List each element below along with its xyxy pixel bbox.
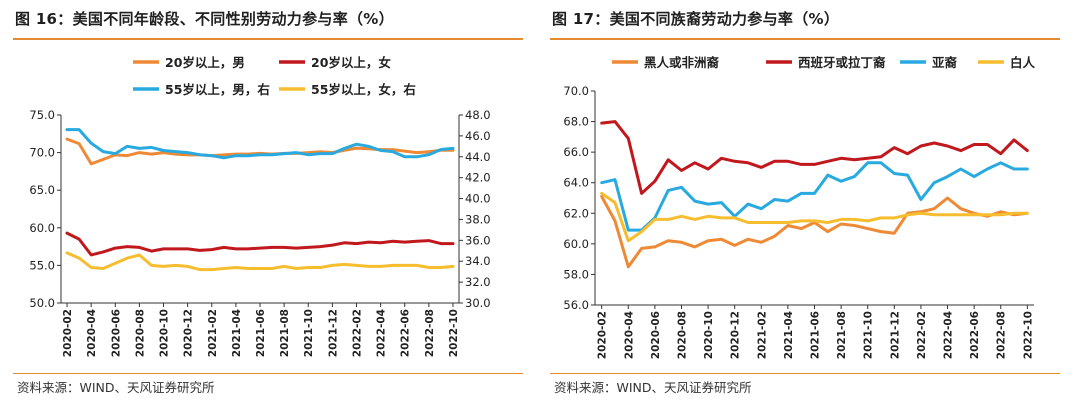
series-line-2 (600, 161, 1029, 232)
y-tick-label: 50.0 (29, 296, 55, 310)
y-tick-label: 70.0 (29, 146, 55, 160)
x-tick-label: 2021-06 (255, 309, 267, 357)
chart-title: 图 17：美国不同族裔劳动力参与率（%） (552, 10, 840, 28)
x-tick-label: 2022-10 (448, 309, 460, 357)
legend-label: 55岁以上，女，右 (311, 82, 416, 97)
x-tick-label: 2020-10 (159, 309, 171, 357)
x-tick-label: 2021-12 (889, 311, 901, 359)
y-tick-label: 60.0 (29, 221, 55, 235)
y2-tick-label: 32.0 (465, 275, 491, 289)
y-tick-label: 66.0 (563, 145, 589, 159)
x-tick-label: 2021-02 (207, 309, 219, 357)
y-tick-label: 60.0 (563, 237, 589, 251)
legend-label: 黑人或非洲裔 (644, 55, 720, 70)
series-line-3 (600, 191, 1029, 243)
y-tick-label: 58.0 (563, 267, 589, 281)
source-divider (550, 373, 1060, 374)
x-tick-label: 2022-08 (424, 309, 436, 357)
series-line-3 (65, 251, 455, 272)
x-tick-label: 2022-08 (996, 311, 1008, 359)
chart-panel-age-gender: 图 16：美国不同年龄段、不同性别劳动力参与率（%） 50.0 55.0 60.0 6… (13, 0, 538, 407)
series-line-1 (600, 120, 1029, 195)
x-tick-label: 2022-04 (376, 309, 388, 357)
x-tick-label: 2020-12 (730, 311, 742, 359)
x-tick-label: 2021-10 (863, 311, 875, 359)
y-tick-label: 62.0 (563, 206, 589, 220)
x-tick-label: 2020-06 (110, 309, 122, 357)
y2-tick-label: 40.0 (465, 192, 491, 206)
x-tick-label: 2020-08 (676, 311, 688, 359)
x-tick-label: 2021-06 (810, 311, 822, 359)
x-tick-label: 2022-04 (943, 311, 955, 359)
x-tick-label: 2020-06 (650, 311, 662, 359)
source-divider (13, 373, 523, 374)
chart-panel-ethnicity: 图 17：美国不同族裔劳动力参与率（%） 56.0 58.0 60.0 62.0 64.… (550, 0, 1075, 407)
x-tick-label: 2020-02 (597, 311, 609, 359)
source-note: 资料来源：WIND、天风证券研究所 (554, 380, 752, 395)
x-tick-label: 2022-06 (400, 309, 412, 357)
legend-label: 55岁以上，男，右 (165, 82, 270, 97)
y2-tick-label: 46.0 (465, 129, 491, 143)
series-line-0 (600, 195, 1029, 269)
x-tick-label: 2020-02 (62, 309, 74, 357)
chart-age-gender: 50.0 55.0 60.0 65.0 70.0 75.0 30.0 32.0 34.0 36.0… (29, 55, 491, 357)
x-tick-label: 2022-02 (351, 309, 363, 357)
series-line-2 (65, 128, 455, 160)
legend-label: 20岁以上，男 (165, 55, 245, 70)
y-tick-label: 70.0 (563, 84, 589, 98)
x-tick-label: 2021-12 (327, 309, 339, 357)
y-tick-label: 64.0 (563, 176, 589, 190)
y-tick-label: 56.0 (563, 298, 589, 312)
x-tick-label: 2022-02 (916, 311, 928, 359)
x-tick-label: 2021-10 (303, 309, 315, 357)
legend-label: 亚裔 (932, 55, 958, 70)
x-tick-label: 2020-04 (623, 311, 635, 359)
x-tick-label: 2020-08 (134, 309, 146, 357)
y2-tick-label: 42.0 (465, 171, 491, 185)
x-tick-label: 2021-08 (279, 309, 291, 357)
x-tick-label: 2022-06 (969, 311, 981, 359)
x-tick-label: 2021-04 (231, 309, 243, 357)
y-tick-label: 65.0 (29, 183, 55, 197)
y-tick-label: 68.0 (563, 115, 589, 129)
y-tick-label: 55.0 (29, 258, 55, 272)
chart-title: 图 16：美国不同年龄段、不同性别劳动力参与率（%） (15, 10, 394, 28)
series-line-1 (65, 231, 455, 257)
y2-tick-label: 38.0 (465, 212, 491, 226)
source-note: 资料来源：WIND、天风证券研究所 (17, 380, 215, 395)
x-tick-label: 2020-10 (703, 311, 715, 359)
title-divider (13, 38, 523, 40)
y2-tick-label: 34.0 (465, 254, 491, 268)
y2-tick-label: 44.0 (465, 150, 491, 164)
y-tick-label: 75.0 (29, 108, 55, 122)
y2-tick-label: 30.0 (465, 296, 491, 310)
chart-ethnicity: 56.0 58.0 60.0 62.0 64.0 66.0 68.0 70.0 2020-02 2… (563, 55, 1036, 359)
y2-tick-label: 36.0 (465, 233, 491, 247)
legend-label: 白人 (1010, 55, 1036, 70)
x-tick-label: 2021-04 (783, 311, 795, 359)
x-tick-label: 2021-08 (836, 311, 848, 359)
y2-tick-label: 48.0 (465, 108, 491, 122)
x-tick-label: 2020-04 (86, 309, 98, 357)
x-tick-label: 2020-12 (183, 309, 195, 357)
title-divider (550, 38, 1060, 40)
x-tick-label: 2021-02 (756, 311, 768, 359)
legend-label: 20岁以上，女 (311, 55, 391, 70)
legend-label: 西班牙或拉丁裔 (798, 55, 886, 70)
x-tick-label: 2022-10 (1022, 311, 1034, 359)
